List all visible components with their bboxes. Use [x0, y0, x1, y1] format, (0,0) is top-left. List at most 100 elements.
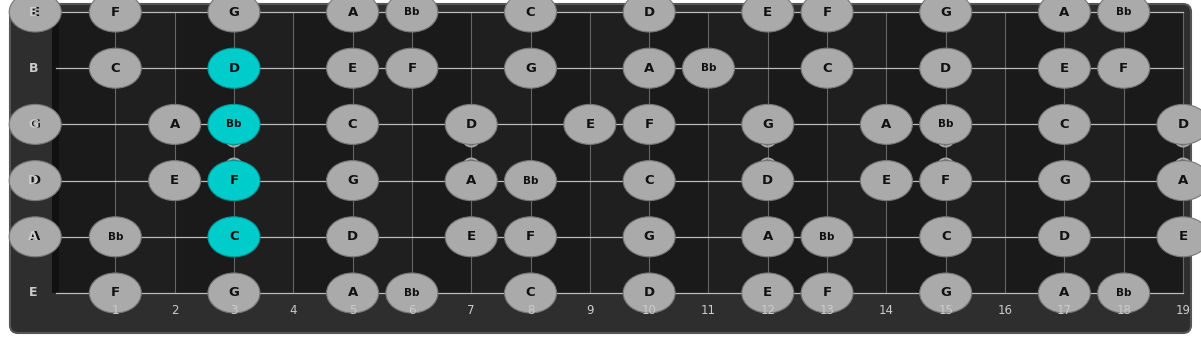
- Ellipse shape: [208, 217, 259, 257]
- Ellipse shape: [386, 0, 438, 32]
- Text: C: C: [348, 118, 358, 131]
- Ellipse shape: [386, 273, 438, 313]
- Ellipse shape: [446, 161, 497, 201]
- Text: E: E: [763, 5, 772, 19]
- Ellipse shape: [10, 104, 61, 144]
- Ellipse shape: [623, 48, 675, 88]
- Text: Bb: Bb: [405, 288, 419, 298]
- Text: 6: 6: [408, 304, 416, 317]
- Text: F: F: [110, 286, 120, 300]
- Ellipse shape: [801, 217, 853, 257]
- Text: D: D: [347, 230, 358, 243]
- Ellipse shape: [742, 273, 794, 313]
- Text: E: E: [348, 62, 357, 75]
- Ellipse shape: [1098, 48, 1149, 88]
- Text: E: E: [467, 230, 476, 243]
- Text: A: A: [644, 62, 655, 75]
- Ellipse shape: [920, 0, 972, 32]
- Ellipse shape: [801, 273, 853, 313]
- Ellipse shape: [149, 104, 201, 144]
- Text: 16: 16: [998, 304, 1012, 317]
- Text: 12: 12: [760, 304, 776, 317]
- Text: F: F: [110, 5, 120, 19]
- Ellipse shape: [446, 104, 497, 144]
- Text: A: A: [882, 118, 891, 131]
- Text: G: G: [940, 286, 951, 300]
- Ellipse shape: [10, 217, 61, 257]
- Bar: [471, 12, 531, 293]
- Ellipse shape: [10, 0, 61, 32]
- Text: G: G: [347, 174, 358, 187]
- Ellipse shape: [742, 0, 794, 32]
- Ellipse shape: [386, 48, 438, 88]
- Ellipse shape: [860, 104, 913, 144]
- Text: A: A: [1059, 5, 1070, 19]
- Text: 8: 8: [527, 304, 534, 317]
- Text: F: F: [645, 118, 653, 131]
- Ellipse shape: [504, 0, 556, 32]
- Text: A: A: [30, 230, 41, 243]
- Text: E: E: [1059, 62, 1069, 75]
- Bar: [945, 12, 1005, 293]
- Ellipse shape: [1098, 273, 1149, 313]
- Text: F: F: [407, 62, 417, 75]
- Text: G: G: [1059, 174, 1070, 187]
- Ellipse shape: [742, 217, 794, 257]
- Text: G: G: [940, 5, 951, 19]
- Text: 4: 4: [289, 304, 297, 317]
- Text: D: D: [28, 174, 38, 187]
- Ellipse shape: [742, 161, 794, 201]
- Text: E: E: [1178, 230, 1188, 243]
- Ellipse shape: [623, 0, 675, 32]
- Ellipse shape: [1039, 273, 1091, 313]
- Ellipse shape: [446, 217, 497, 257]
- Ellipse shape: [920, 48, 972, 88]
- Text: E: E: [585, 118, 594, 131]
- Text: F: F: [942, 174, 950, 187]
- Text: D: D: [644, 5, 655, 19]
- Text: A: A: [1178, 174, 1188, 187]
- Ellipse shape: [1039, 161, 1091, 201]
- Ellipse shape: [10, 161, 61, 201]
- Text: G: G: [28, 118, 38, 131]
- Ellipse shape: [149, 161, 201, 201]
- Text: B: B: [29, 62, 38, 75]
- Ellipse shape: [504, 217, 556, 257]
- Text: D: D: [228, 62, 239, 75]
- Ellipse shape: [920, 217, 972, 257]
- Ellipse shape: [1039, 0, 1091, 32]
- Text: C: C: [110, 62, 120, 75]
- Text: 3: 3: [231, 304, 238, 317]
- Ellipse shape: [208, 48, 259, 88]
- Text: D: D: [1177, 118, 1189, 131]
- Bar: [353, 12, 412, 293]
- Bar: [52, 12, 59, 293]
- Text: Bb: Bb: [1116, 7, 1131, 17]
- Ellipse shape: [860, 161, 913, 201]
- Text: D: D: [940, 62, 951, 75]
- Text: D: D: [30, 174, 41, 187]
- Text: 14: 14: [879, 304, 894, 317]
- Text: 1: 1: [112, 304, 119, 317]
- Ellipse shape: [208, 0, 259, 32]
- Text: 7: 7: [467, 304, 474, 317]
- Text: Bb: Bb: [700, 63, 716, 73]
- Ellipse shape: [1039, 104, 1091, 144]
- Bar: [115, 12, 174, 293]
- Text: G: G: [525, 62, 536, 75]
- Text: E: E: [171, 174, 179, 187]
- Ellipse shape: [623, 217, 675, 257]
- Text: Bb: Bb: [226, 119, 241, 129]
- Text: 15: 15: [938, 304, 954, 317]
- Ellipse shape: [1157, 104, 1201, 144]
- Text: F: F: [1119, 62, 1128, 75]
- Ellipse shape: [1157, 217, 1201, 257]
- Text: A: A: [29, 230, 38, 243]
- Ellipse shape: [742, 104, 794, 144]
- Text: 19: 19: [1176, 304, 1190, 317]
- Text: Bb: Bb: [938, 119, 954, 129]
- Text: 13: 13: [819, 304, 835, 317]
- Ellipse shape: [801, 48, 853, 88]
- Ellipse shape: [89, 0, 142, 32]
- Bar: [1064, 12, 1124, 293]
